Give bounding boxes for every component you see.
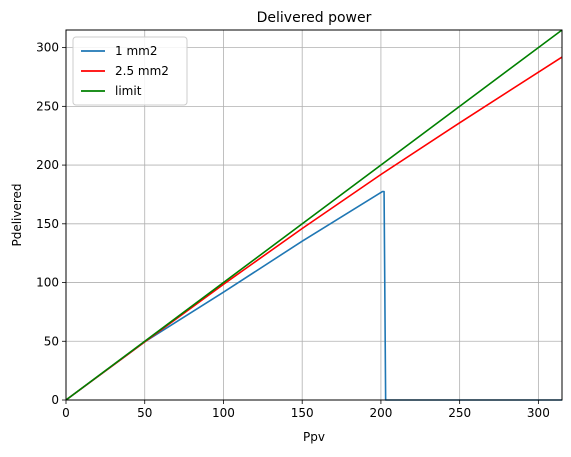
grid xyxy=(65,30,562,401)
y-axis-label: Pdelivered xyxy=(10,183,24,246)
y-tick-label: 50 xyxy=(44,334,59,348)
x-tick-label: 100 xyxy=(212,406,235,420)
x-tick-label: 200 xyxy=(369,406,392,420)
y-tick-label: 250 xyxy=(36,99,59,113)
x-axis-label: Ppv xyxy=(303,430,325,444)
legend-label: limit xyxy=(115,84,142,98)
y-tick-label: 100 xyxy=(36,276,59,290)
legend-label: 1 mm2 xyxy=(115,44,157,58)
x-tick-label: 250 xyxy=(448,406,471,420)
x-tick-label: 150 xyxy=(291,406,314,420)
y-tick-label: 0 xyxy=(51,393,59,407)
x-tick-label: 0 xyxy=(62,406,70,420)
chart-title: Delivered power xyxy=(257,10,372,26)
legend: 1 mm2 2.5 mm2 limit xyxy=(72,36,188,106)
x-tick-label: 300 xyxy=(527,406,550,420)
x-tick-label: 50 xyxy=(137,406,152,420)
series-line-2 xyxy=(65,56,563,401)
axis-ticks: 0 50 100 150 200 250 300 0 50 100 150 200 250 300 xyxy=(36,41,550,420)
series-line-3 xyxy=(65,29,563,401)
legend-label: 2.5 mm2 xyxy=(115,64,169,78)
y-tick-label: 200 xyxy=(36,158,59,172)
legend-box xyxy=(72,36,188,106)
plot-frame xyxy=(65,29,563,401)
series-line-1 xyxy=(65,190,562,401)
y-tick-label: 150 xyxy=(36,217,59,231)
y-tick-label: 300 xyxy=(36,41,59,55)
